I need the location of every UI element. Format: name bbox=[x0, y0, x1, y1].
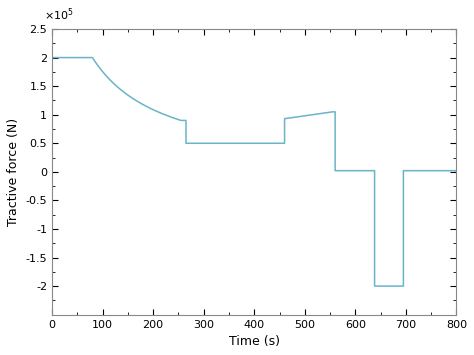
Y-axis label: Tractive force (N): Tractive force (N) bbox=[7, 118, 20, 226]
X-axis label: Time (s): Time (s) bbox=[229, 335, 280, 348]
Text: $\times10^5$: $\times10^5$ bbox=[44, 7, 74, 23]
